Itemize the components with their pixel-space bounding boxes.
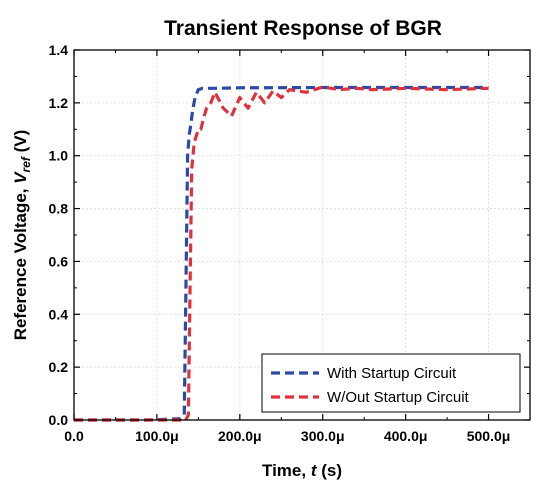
y-tick-label: 0.6 (49, 253, 69, 269)
x-tick-label: 300.0μ (301, 428, 345, 444)
y-axis-label: Reference Voltage, Vref (V) (11, 130, 33, 341)
x-axis-label: Time, t (s) (262, 461, 342, 480)
y-tick-label: 0.8 (49, 201, 69, 217)
legend-label-1: W/Out Startup Circuit (327, 389, 470, 406)
chart-title: Transient Response of BGR (164, 17, 442, 40)
y-tick-label: 1.2 (49, 95, 69, 111)
x-tick-label: 200.0μ (218, 428, 262, 444)
series-line-0 (74, 85, 489, 422)
x-tick-label: 100.0μ (135, 428, 179, 444)
x-tick-label: 0.0 (64, 428, 84, 444)
y-tick-label: 0.2 (49, 359, 69, 375)
y-axis-label-var: V (11, 171, 30, 184)
x-axis-label-unit: (s) (317, 461, 343, 480)
series-layer (74, 85, 489, 422)
series-line-1 (74, 85, 489, 422)
legend: With Startup Circuit W/Out Startup Circui… (261, 353, 521, 413)
y-tick-label: 1.4 (49, 42, 69, 58)
x-tick-label: 400.0μ (384, 428, 428, 444)
x-axis-label-main: Time, (262, 461, 311, 480)
y-axis-label-unit: (V) (11, 130, 30, 157)
legend-box (261, 353, 521, 413)
y-axis-label-sub: ref (19, 156, 33, 172)
x-tick-label: 500.0μ (467, 428, 511, 444)
legend-label-0: With Startup Circuit (327, 365, 457, 382)
y-tick-label: 0.4 (49, 306, 69, 322)
axes: 0.0 100.0μ 200.0μ 300.0μ 400.0μ 500.0μ 0.0 0.2 0… (49, 42, 530, 444)
y-tick-label: 1.0 (49, 148, 69, 164)
y-tick-label: 0.0 (49, 412, 69, 428)
x-axis-label-var: t (311, 461, 318, 480)
y-axis-label-main: Reference Voltage, (11, 184, 30, 341)
